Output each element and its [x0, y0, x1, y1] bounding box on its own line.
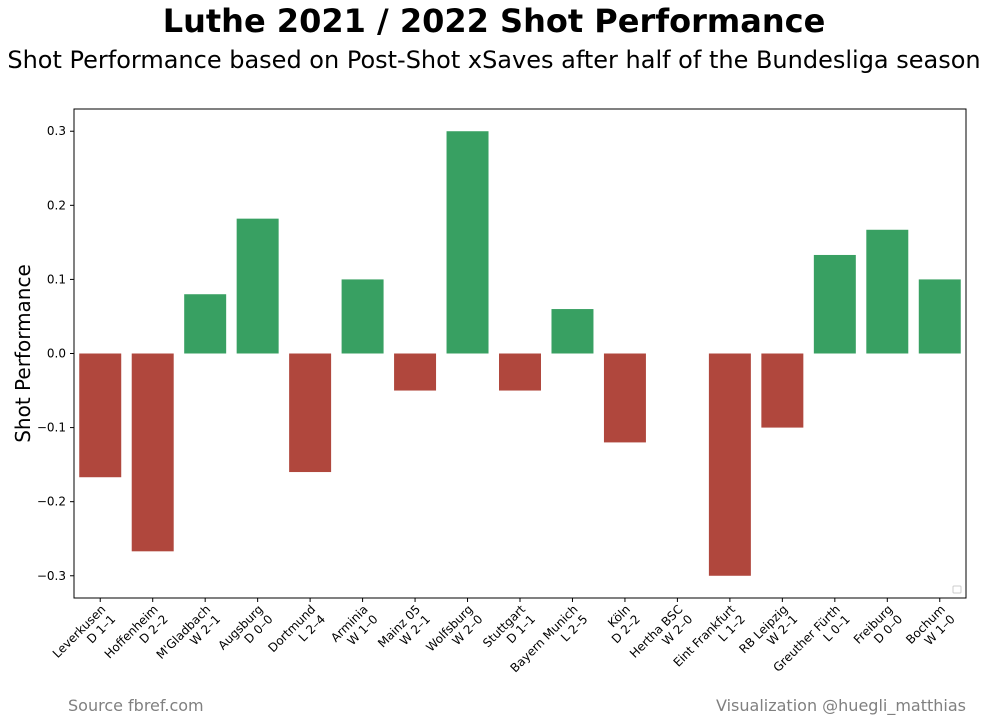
x-tick-label: DortmundL 2–4 — [265, 602, 328, 665]
bar-leverkusen — [79, 353, 122, 478]
y-axis: −0.3 −0.2 −0.1 0.0 0.1 0.2 0.3 — [37, 124, 74, 583]
bar-mainz-05 — [394, 353, 437, 391]
x-tick-label: LeverkusenD 1–1 — [50, 602, 118, 670]
y-tick-label: −0.3 — [37, 569, 66, 583]
y-axis-label: Shot Performance — [11, 264, 35, 443]
chart-subtitle: Shot Performance based on Post-Shot xSav… — [7, 46, 981, 74]
x-tick-label: ArminiaW 1–0 — [328, 602, 381, 655]
chart-title: Luthe 2021 / 2022 Shot Performance — [162, 2, 826, 40]
y-tick-label: 0.0 — [47, 347, 66, 361]
x-tick-label: AugsburgD 0–0 — [215, 602, 275, 662]
bar-m-gladbach — [184, 294, 227, 354]
bar-hoffenheim — [131, 353, 174, 552]
x-tick-label: WolfsburgW 2–0 — [423, 602, 485, 664]
x-tick-label: FreiburgD 0–0 — [851, 602, 905, 656]
plot-frame — [73, 108, 967, 599]
x-tick-label: BochumW 1–0 — [903, 602, 958, 657]
bar-greuther-f-rth — [813, 254, 856, 354]
bar-bochum — [918, 279, 961, 354]
bars-group — [79, 131, 961, 576]
bar-stuttgart — [499, 353, 541, 391]
bar-arminia — [341, 279, 384, 354]
y-tick-label: 0.1 — [47, 272, 66, 286]
bar-wolfsburg — [446, 131, 489, 354]
credit-note: Visualization @huegli_matthias — [716, 696, 966, 715]
bar-augsburg — [236, 218, 279, 354]
x-tick-label: HoffenheimD 2–2 — [102, 602, 171, 671]
bar-k-ln — [603, 353, 646, 443]
bar-bayern-munich — [551, 309, 594, 354]
y-tick-label: 0.2 — [47, 198, 66, 212]
x-tick-label: M'GladbachW 2–1 — [154, 602, 224, 672]
bar-eint-frankfurt — [708, 353, 751, 576]
bar-rb-leipzig — [761, 353, 804, 428]
x-tick-label: KölnD 2–2 — [599, 602, 643, 646]
y-tick-label: 0.3 — [47, 124, 66, 138]
legend-box — [952, 585, 962, 594]
x-tick-label: Mainz 05W 2–1 — [375, 602, 433, 660]
bar-dortmund — [289, 353, 332, 473]
y-tick-label: −0.2 — [37, 495, 66, 509]
source-note: Source fbref.com — [68, 696, 204, 715]
bar-freiburg — [866, 229, 909, 354]
y-tick-label: −0.1 — [37, 421, 66, 435]
